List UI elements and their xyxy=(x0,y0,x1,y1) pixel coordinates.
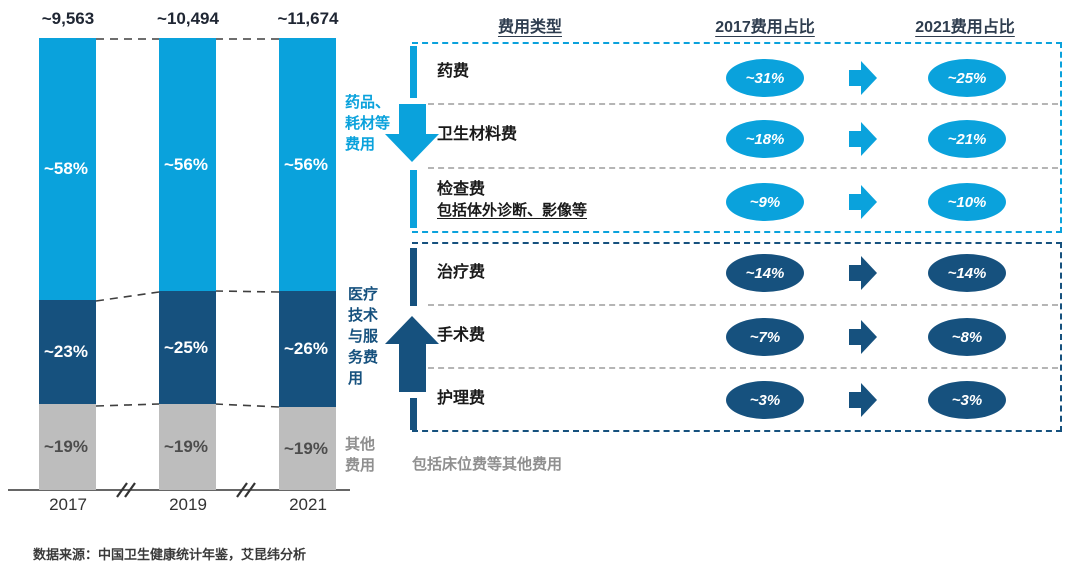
right-arrow-icon xyxy=(849,383,877,417)
right-arrow-icon xyxy=(849,256,877,290)
pill-2017-nursing: ~3% xyxy=(726,381,804,419)
right-arrow-icon xyxy=(849,61,877,95)
down-arrow-icon xyxy=(385,134,439,162)
right-arrow-icon xyxy=(861,320,877,354)
table-header-fee-type: 费用类型 xyxy=(497,19,562,36)
right-arrow-icon xyxy=(849,194,861,210)
pill-2017-exam: ~9% xyxy=(726,183,804,221)
right-arrow-icon xyxy=(849,122,877,156)
right-arrow-icon xyxy=(861,122,877,156)
pill-2021-nursing: ~3% xyxy=(928,381,1006,419)
row-label-nursing-fee: 护理费 xyxy=(437,390,486,407)
row-divider xyxy=(428,167,1058,169)
series-label-medtech: 医疗技术与服务费用 xyxy=(348,286,379,387)
group-accent-bar xyxy=(410,46,417,98)
group-accent-bar xyxy=(410,248,417,306)
right-arrow-icon xyxy=(849,265,861,281)
row-label-materials-fee: 卫生材料费 xyxy=(437,126,518,143)
pill-2021-drug: ~25% xyxy=(928,59,1006,97)
segment-pharma-2021: ~56% xyxy=(279,38,336,291)
pill-2021-treatment: ~14% xyxy=(928,254,1006,292)
right-arrow-icon xyxy=(849,392,861,408)
pill-2017-surgery: ~7% xyxy=(726,318,804,356)
year-label-2017: 2017 xyxy=(49,495,87,514)
year-label-2019: 2019 xyxy=(169,495,207,514)
total-label-2019: ~10,494 xyxy=(157,9,219,28)
series-label-pharma: 药品、耗材等费用 xyxy=(345,94,391,153)
row-sublabel-exam-fee: 包括体外诊断、影像等 xyxy=(437,202,588,219)
total-label-2017: ~9,563 xyxy=(41,9,95,28)
group-accent-bar xyxy=(410,398,417,430)
right-arrow-icon xyxy=(849,131,861,147)
segment-medtech-2019: ~25% xyxy=(159,291,216,404)
table-header-2017-share: 2017费用占比 xyxy=(715,19,815,36)
source-footer: 数据来源：中国卫生健康统计年鉴，艾昆纬分析 xyxy=(33,547,307,562)
group-accent-bar xyxy=(410,170,417,228)
up-arrow-icon xyxy=(399,344,426,392)
table-header-2021-share: 2021费用占比 xyxy=(915,19,1015,36)
right-arrow-icon xyxy=(849,320,877,354)
pill-2017-treatment: ~14% xyxy=(726,254,804,292)
right-arrow-icon xyxy=(861,185,877,219)
segment-medtech-2017: ~23% xyxy=(39,300,96,404)
right-arrow-icon xyxy=(861,256,877,290)
row-label-exam-fee: 检查费 xyxy=(437,181,486,198)
total-label-2021: ~11,674 xyxy=(277,9,339,28)
segment-pharma-2017: ~58% xyxy=(39,38,96,300)
pill-2021-exam: ~10% xyxy=(928,183,1006,221)
right-arrow-icon xyxy=(861,61,877,95)
segment-other-2019: ~19% xyxy=(159,404,216,490)
segment-value: ~56% xyxy=(284,154,328,174)
pill-2021-surgery: ~8% xyxy=(928,318,1006,356)
group-box-pharma-consumables xyxy=(412,42,1062,233)
segment-other-2017: ~19% xyxy=(39,404,96,490)
year-label-2021: 2021 xyxy=(289,495,327,514)
table-note: 包括床位费等其他费用 xyxy=(412,456,563,473)
segment-value: ~19% xyxy=(164,437,208,456)
row-label-surgery-fee: 手术费 xyxy=(437,327,486,344)
pill-2017-drug: ~31% xyxy=(726,59,804,97)
right-arrow-icon xyxy=(849,70,861,86)
row-divider xyxy=(428,367,1058,369)
segment-value: ~26% xyxy=(284,339,328,358)
up-arrow-icon xyxy=(385,316,439,344)
segment-value: ~58% xyxy=(44,159,88,178)
series-label-other: 其他费用 xyxy=(345,436,376,474)
row-divider xyxy=(428,103,1058,105)
segment-pharma-2019: ~56% xyxy=(159,38,216,291)
group-box-medtech-services xyxy=(412,242,1062,432)
segment-value: ~25% xyxy=(164,337,208,357)
right-arrow-icon xyxy=(849,329,861,345)
right-arrow-icon xyxy=(861,383,877,417)
pill-2017-materials: ~18% xyxy=(726,120,804,158)
segment-other-2021: ~19% xyxy=(279,407,336,490)
row-divider xyxy=(428,304,1058,306)
segment-value: ~19% xyxy=(284,438,328,458)
row-label-treatment-fee: 治疗费 xyxy=(437,264,486,281)
down-arrow-icon xyxy=(399,104,426,134)
segment-medtech-2021: ~26% xyxy=(279,291,336,407)
right-arrow-icon xyxy=(849,185,877,219)
segment-value: ~19% xyxy=(44,437,88,456)
row-label-drug-fee: 药费 xyxy=(437,63,470,80)
segment-value: ~23% xyxy=(44,342,88,361)
segment-value: ~56% xyxy=(164,154,208,174)
pill-2021-materials: ~21% xyxy=(928,120,1006,158)
